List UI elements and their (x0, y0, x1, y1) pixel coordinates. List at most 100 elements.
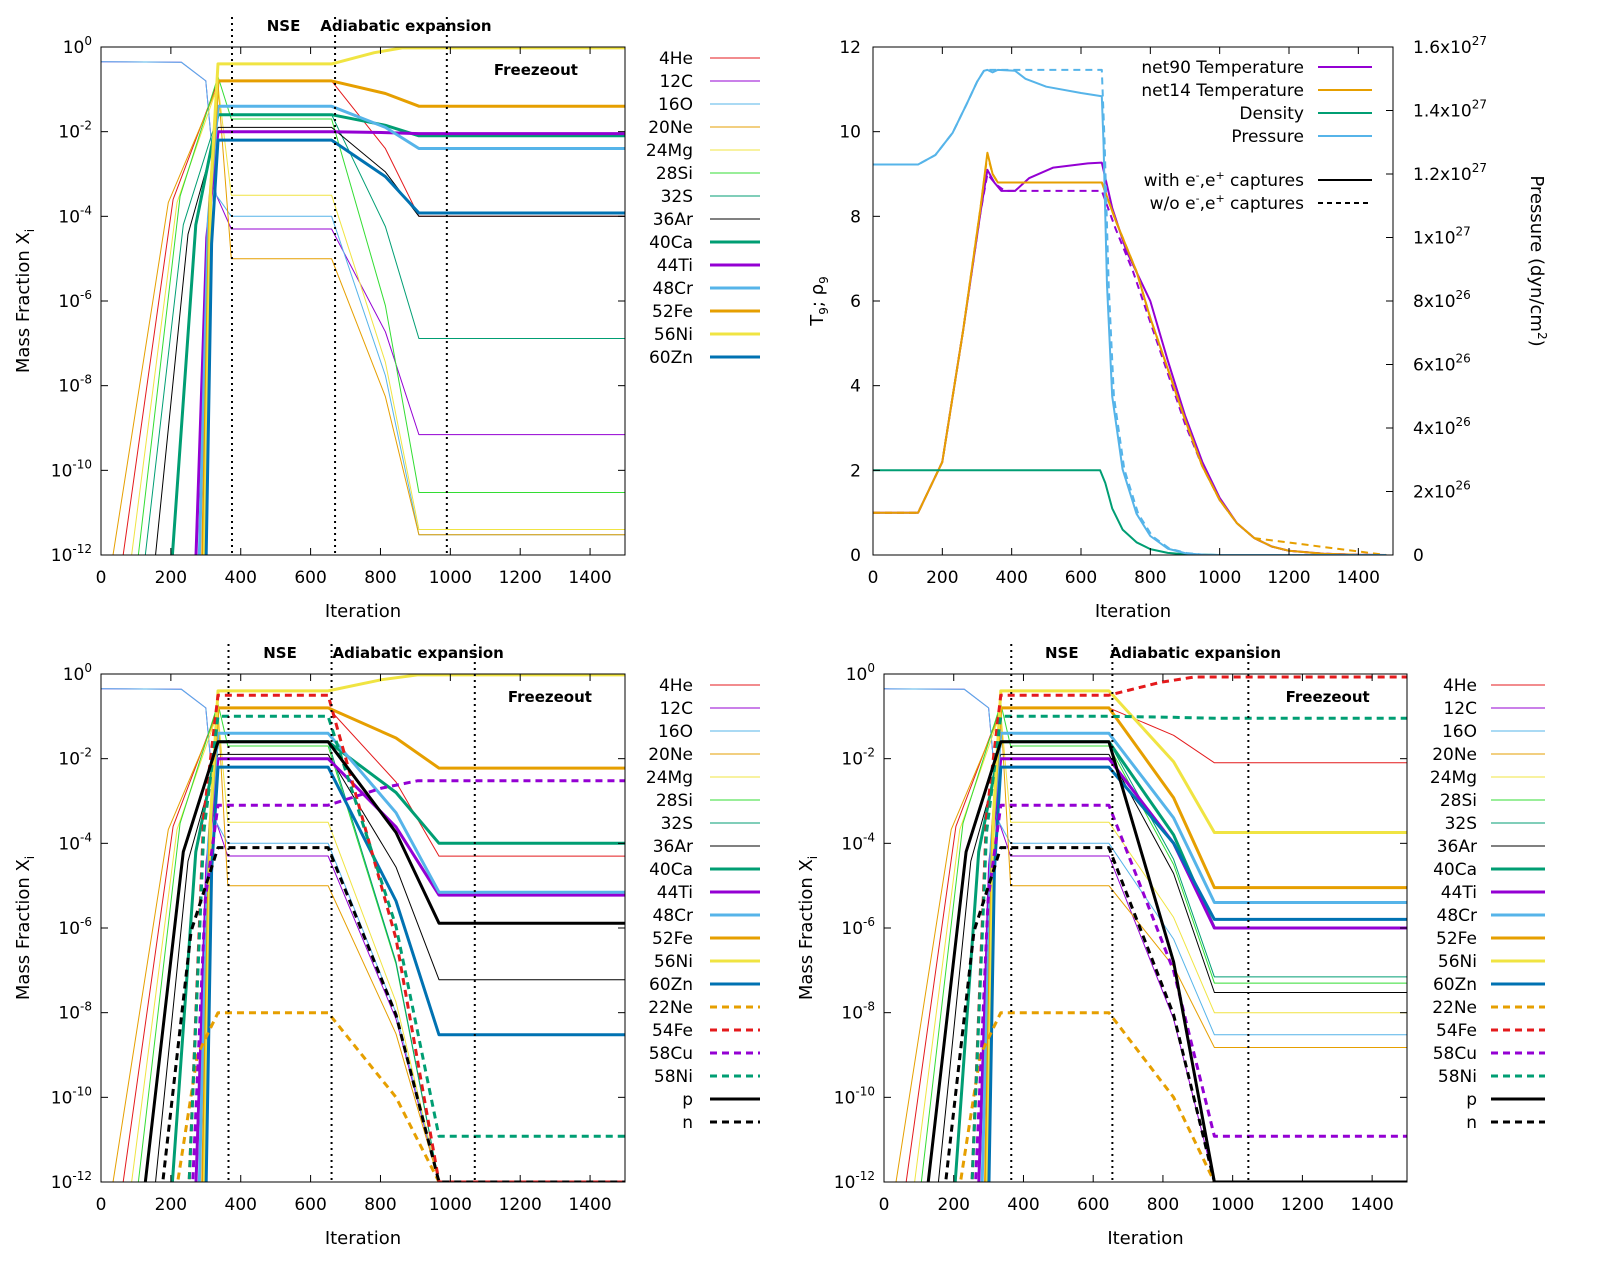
y-tick-label: 10-12 (51, 542, 92, 566)
x-axis-label: Iteration (1095, 601, 1171, 622)
series-Density (873, 469, 1387, 555)
y-tick-label: 10-12 (834, 1169, 875, 1193)
y-tick-label-exp: -8 (80, 373, 92, 387)
region-label-nse: NSE (1045, 644, 1079, 662)
y-tick-label-base: 10 (834, 1173, 856, 1193)
legend-label: 44Ti (1441, 883, 1477, 903)
y-tick-label-exp: -8 (80, 1000, 92, 1014)
y-tick-label: 0 (850, 546, 861, 566)
legend-label: n (682, 1113, 693, 1133)
y-tick-label-exp: -12 (72, 542, 92, 556)
y-tick-label: 10-10 (51, 457, 92, 481)
y-tick-label-base: 10 (841, 919, 863, 939)
legend-label: 16O (1442, 722, 1477, 742)
x-tick-label: 1400 (1351, 1195, 1394, 1215)
legend-label: 32S (661, 187, 693, 207)
y2-tick-label: 1x1027 (1413, 225, 1471, 249)
y2-tick-label: 2x1026 (1413, 479, 1471, 503)
y-tick-label-base: 10 (51, 1088, 73, 1108)
x-tick-label: 600 (294, 568, 326, 588)
x-axis-label: Iteration (1107, 1228, 1183, 1249)
series-28Si (920, 703, 1407, 1182)
legend-label: net14 Temperature (1141, 81, 1304, 101)
y2-tick-label-exp: 27 (1456, 225, 1471, 239)
x-axis-label: Iteration (325, 601, 401, 622)
x-tick-label: 1000 (1198, 568, 1241, 588)
x-tick-label: 1400 (568, 568, 611, 588)
y-axis-label-text: Mass Fraction X (13, 859, 34, 1000)
y-tick-label: 10-6 (58, 288, 92, 312)
series-60Zn (204, 138, 625, 555)
y-tick-label-base: 10 (58, 207, 80, 227)
legend-label: 24Mg (646, 141, 693, 161)
y2-tick-label-exp: 27 (1472, 34, 1487, 48)
series-54Fe (970, 675, 1407, 1182)
series-28Si (137, 76, 625, 555)
y-tick-label-base: 10 (51, 1173, 73, 1193)
legend-label: 56Ni (1438, 952, 1477, 972)
region-label-freezeout: Freezeout (1286, 688, 1370, 706)
plot-frame (100, 673, 626, 1183)
y-tick-label: 100 (846, 661, 875, 685)
y-tick-label: 10 (839, 123, 861, 143)
x-tick-label: 600 (1077, 1195, 1109, 1215)
y-tick-label: 100 (63, 34, 92, 58)
legend-label: 4He (1443, 676, 1477, 696)
legend-label: 54Fe (1436, 1021, 1477, 1041)
y2-tick-label-exp: 26 (1456, 288, 1471, 302)
legend-label: 28Si (656, 164, 693, 184)
y-tick-label: 10-4 (841, 830, 875, 854)
series-40Ca (170, 113, 625, 555)
legend-label: 24Mg (646, 768, 693, 788)
y2-tick-label-exp: 26 (1456, 352, 1471, 366)
series-group (884, 675, 1407, 1182)
panel-bottom-right: 0 200 400 600 800 1000 1200 1400Iteration10010-… (796, 644, 1545, 1249)
y-tick-label-exp: -12 (72, 1169, 92, 1183)
series-Pressure (873, 68, 1387, 555)
y2-label-text: Pressure (dyn/cm (1526, 175, 1547, 332)
x-tick-label: 400 (1007, 1195, 1039, 1215)
y-label-mid: ; ρ (807, 284, 828, 307)
y-tick-label-exp: -10 (72, 1084, 92, 1098)
x-tick-label: 400 (995, 568, 1027, 588)
panel-top-right: 0 200 400 600 800 1000 1200 1400 Iteration 0 2 4 6 8 1… (807, 34, 1549, 622)
y-tick-label-base: 10 (841, 834, 863, 854)
y-tick-label: 4 (850, 377, 861, 397)
x-tick-label: 1000 (429, 1195, 472, 1215)
ls-s2: + (1215, 169, 1224, 182)
series-24Mg (914, 711, 1407, 1182)
y2-tick-label: 1.4x1027 (1413, 98, 1487, 122)
legend-label: net90 Temperature (1141, 58, 1304, 78)
y-tick-label-exp: -12 (855, 1169, 875, 1183)
panel-bottom-left: 0 200 400 600 800 1000 1200 1400Iteration10010-… (13, 644, 760, 1249)
region-label-adiabatic: Adiabatic expansion (1110, 644, 1281, 662)
legend-label: 52Fe (1436, 929, 1477, 949)
legend-label: Pressure (1231, 127, 1304, 147)
series-58Cu (191, 779, 625, 1182)
ls-mid: ,e (1200, 171, 1216, 191)
series-p (926, 740, 1407, 1182)
x-tick-label: 0 (868, 568, 879, 588)
y-tick-label-exp: -10 (855, 1084, 875, 1098)
y2-label-end: ) (1526, 340, 1547, 347)
legend-label: 58Cu (1433, 1044, 1477, 1064)
x-tick-label: 1400 (1337, 568, 1380, 588)
series-n (161, 846, 625, 1182)
legend-label: 32S (661, 814, 693, 834)
y2-axis-label: Pressure (dyn/cm2) (1526, 175, 1549, 346)
x-tick-label: 200 (155, 1195, 187, 1215)
series-20Ne (112, 84, 625, 555)
series-58Ni (970, 714, 1407, 1182)
y-tick-label: 10-10 (51, 1084, 92, 1108)
region-label-nse: NSE (263, 644, 297, 662)
x-tick-label: 400 (225, 1195, 257, 1215)
legend-label: 36Ar (653, 837, 693, 857)
legend-label: 40Ca (649, 233, 693, 253)
panel-top-left: 0 200 400 600 800 1000 1200 1400Iteration10010-… (13, 17, 760, 622)
x-tick-label: 1200 (1267, 568, 1310, 588)
y-tick-label-exp: -2 (863, 746, 875, 760)
y-tick-label-base: 10 (834, 1088, 856, 1108)
x-tick-label: 1000 (1211, 1195, 1254, 1215)
ls-s1: - (1196, 192, 1200, 205)
region-label-nse: NSE (267, 17, 301, 35)
